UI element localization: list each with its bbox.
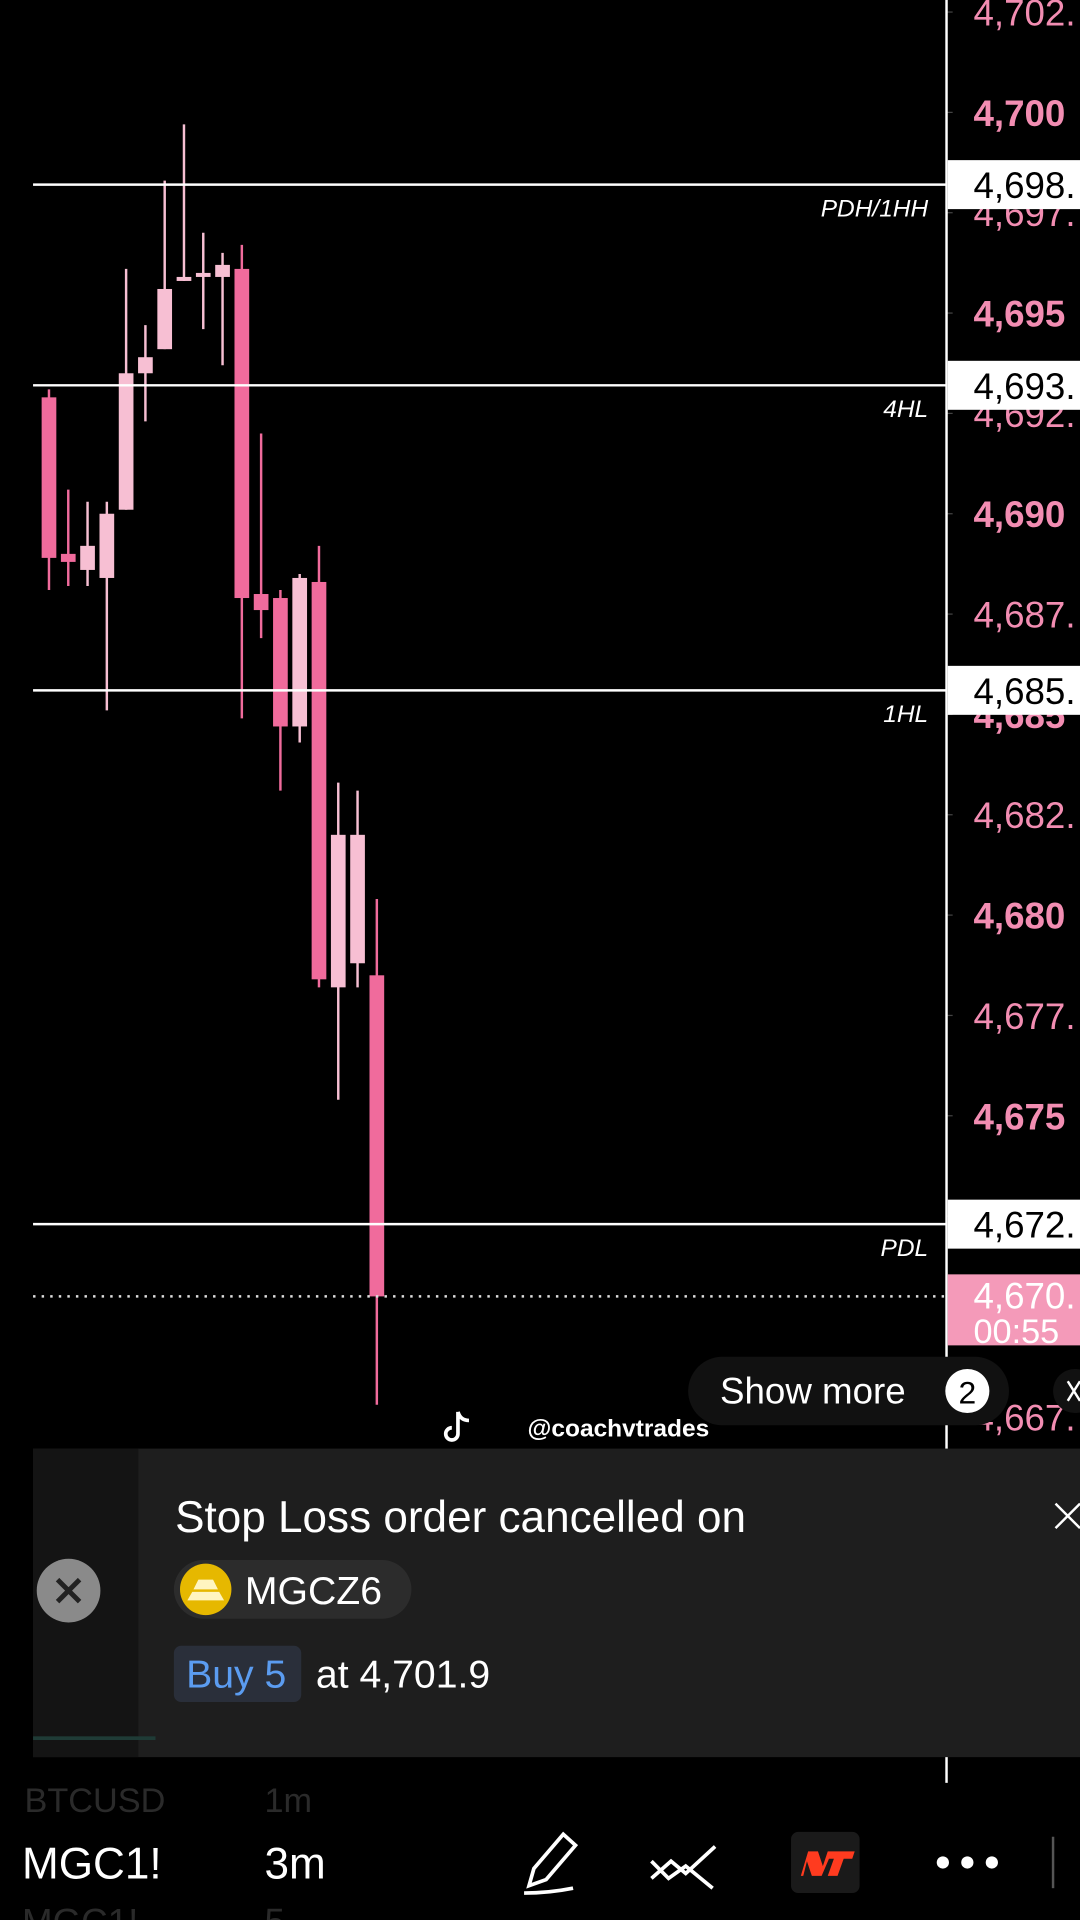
dismiss-icon [1066, 1380, 1080, 1402]
indicator-icon[interactable] [650, 1845, 717, 1890]
level-label: 4,693. [973, 366, 1075, 407]
level-box [947, 360, 1080, 410]
candle-body [157, 288, 173, 350]
prev-interval: 1m [264, 1782, 312, 1820]
candle-body [176, 276, 192, 281]
chart: 4,702.4,7004,697.4,6954,692.4,6904,687.4… [41, 0, 1076, 1438]
price-text: at 4,701.9 [316, 1653, 490, 1696]
tiktok-icon [443, 1411, 470, 1442]
next-symbol: MGC1! [22, 1902, 138, 1920]
candle-body [330, 834, 346, 988]
axis-label: 4,687. [973, 595, 1075, 636]
candle-body [138, 357, 153, 374]
show-more-badge [945, 1368, 990, 1414]
candle-body [118, 373, 134, 510]
axis-label: 4,690 [973, 494, 1065, 535]
more-dot[interactable] [961, 1856, 974, 1869]
symbol-chip[interactable] [173, 1560, 412, 1619]
notification-close[interactable] [1054, 1502, 1080, 1530]
level-label: 4,672. [973, 1205, 1075, 1246]
level-box [947, 665, 1080, 715]
nt-logo [800, 1851, 855, 1876]
level-box [947, 1199, 1080, 1249]
axis-label: 4,675 [973, 1096, 1065, 1137]
candle-body [273, 598, 288, 727]
level-name: PDH/1HH [821, 195, 929, 222]
notification-title: Stop Loss order cancelled on [175, 1493, 746, 1542]
candle-body [41, 397, 57, 558]
level-label: 4,698. [973, 165, 1075, 206]
toolbar-bg [33, 1782, 1080, 1920]
level-name: PDL [881, 1235, 929, 1262]
level-label: 4,685. [973, 671, 1075, 712]
watermark: @coachvtrades [443, 1411, 710, 1442]
symbol-text: MGCZ6 [245, 1570, 382, 1613]
show-more-count: 2 [958, 1374, 976, 1410]
show-more-text[interactable]: Show more [720, 1370, 906, 1411]
candle-body [234, 268, 250, 599]
candle-body [311, 581, 327, 980]
symbol[interactable]: MGC1! [22, 1839, 162, 1888]
current-price-box [947, 1274, 1080, 1346]
axis-label: 4,695 [973, 294, 1065, 335]
candle-body [292, 577, 308, 727]
notification: Stop Loss order cancelled on MGCZ6 Buy 5… [33, 1448, 1080, 1758]
side-chip [173, 1645, 302, 1703]
current-price-label: 4,670. [973, 1276, 1075, 1317]
draw-icon[interactable] [524, 1831, 579, 1895]
axis-label: 4,682. [973, 795, 1075, 836]
more-dot[interactable] [936, 1856, 949, 1869]
level-box [947, 160, 1080, 210]
candle-body [253, 594, 269, 611]
candle-body [80, 545, 95, 570]
next-interval: 5 [264, 1902, 284, 1920]
toolbar: BTCUSD 1m MGC1! 3m MGC1! 5 [22, 1782, 1080, 1920]
more-dot[interactable] [985, 1856, 998, 1869]
level-name: 4HL [883, 396, 928, 423]
progress [33, 1736, 156, 1740]
interval[interactable]: 3m [264, 1839, 325, 1888]
candle-body [215, 264, 230, 277]
axis-label: 4,700 [973, 93, 1065, 134]
side-text: Buy 5 [186, 1653, 286, 1696]
candle-body [350, 834, 365, 964]
show-more[interactable]: Show more 2 [688, 1356, 1080, 1426]
prev-symbol: BTCUSD [24, 1782, 165, 1820]
candle-body [369, 975, 385, 1297]
countdown: 00:55 [973, 1313, 1059, 1351]
show-more-pill[interactable] [688, 1356, 1009, 1426]
overlay: PDH/1HH 4,698. 4HL 4,693. 1HL 4,685. PDL 4,672.… [33, 0, 1080, 1788]
gold-bars [187, 1579, 225, 1601]
axis-label: 4,702. [973, 0, 1075, 34]
close-icon [55, 1577, 82, 1604]
dismiss-button[interactable] [1053, 1368, 1080, 1414]
axis-label: 4,680 [973, 896, 1065, 937]
level-name: 1HL [883, 701, 928, 728]
candle-body [60, 553, 76, 562]
candle-body [195, 272, 211, 277]
axis-label: 4,677. [973, 996, 1075, 1037]
candle-body [99, 513, 115, 578]
watermark-text: @coachvtrades [528, 1415, 710, 1442]
